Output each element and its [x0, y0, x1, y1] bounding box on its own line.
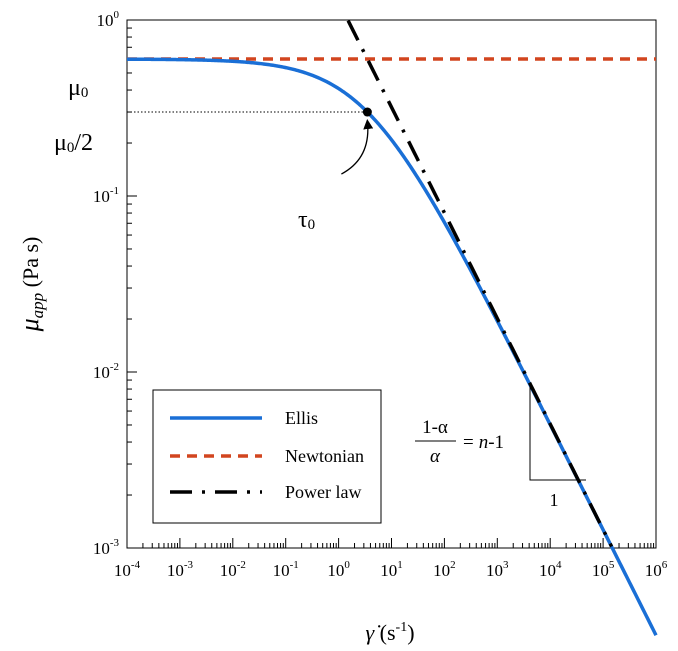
series-power-law: [346, 19, 614, 548]
x-tick-labels: 10-4 10-3 10-2 10-1 100 101 102 103 104 105 106: [114, 559, 668, 580]
y-tick-label: 10-1: [93, 185, 119, 206]
tau0-arrow: [341, 119, 374, 175]
y-tick-label: 10-3: [93, 537, 120, 558]
x-tick-label: 105: [592, 559, 615, 580]
legend-label-newtonian: Newtonian: [285, 446, 364, 466]
x-tick-label: 10-4: [114, 559, 141, 580]
legend: Ellis Newtonian Power law: [152, 389, 382, 524]
x-axis-label: γ̇ (s-1): [365, 620, 414, 645]
x-tick-label: 102: [433, 559, 456, 580]
equation-denominator: α: [430, 446, 441, 467]
series-ellis: [126, 57, 658, 637]
x-tick-label: 10-1: [273, 559, 299, 580]
x-tick-label: 104: [539, 559, 562, 580]
x-tick-label: 100: [327, 559, 350, 580]
equation-rhs: = n-1: [463, 432, 504, 453]
y-tick-labels: 100 10-1 10-2 10-3: [93, 9, 120, 558]
equation-numerator: 1-α: [422, 417, 448, 438]
mu0-label: μ0: [68, 75, 88, 101]
mu0-half-label: μ0/2: [54, 130, 93, 156]
slope-run-label: 1: [550, 490, 559, 510]
tau0-point: [362, 107, 372, 117]
y-tick-label: 10-2: [93, 361, 119, 382]
minor-ticks: [127, 27, 655, 548]
slope-triangle: [529, 383, 586, 481]
x-tick-label: 10-3: [167, 559, 194, 580]
tau0-label: τ0: [298, 207, 315, 233]
plot-frame: [126, 19, 657, 549]
y-tick-label: 100: [97, 9, 120, 30]
x-tick-label: 101: [380, 559, 403, 580]
legend-label-power-law: Power law: [285, 482, 361, 502]
y-axis-label: μapp (Pa s): [15, 237, 47, 333]
x-tick-label: 10-2: [220, 559, 246, 580]
x-tick-label: 103: [486, 559, 509, 580]
slope-equation: 1-α α = n-1: [415, 417, 504, 467]
legend-label-ellis: Ellis: [285, 408, 318, 428]
x-tick-label: 106: [645, 559, 668, 580]
